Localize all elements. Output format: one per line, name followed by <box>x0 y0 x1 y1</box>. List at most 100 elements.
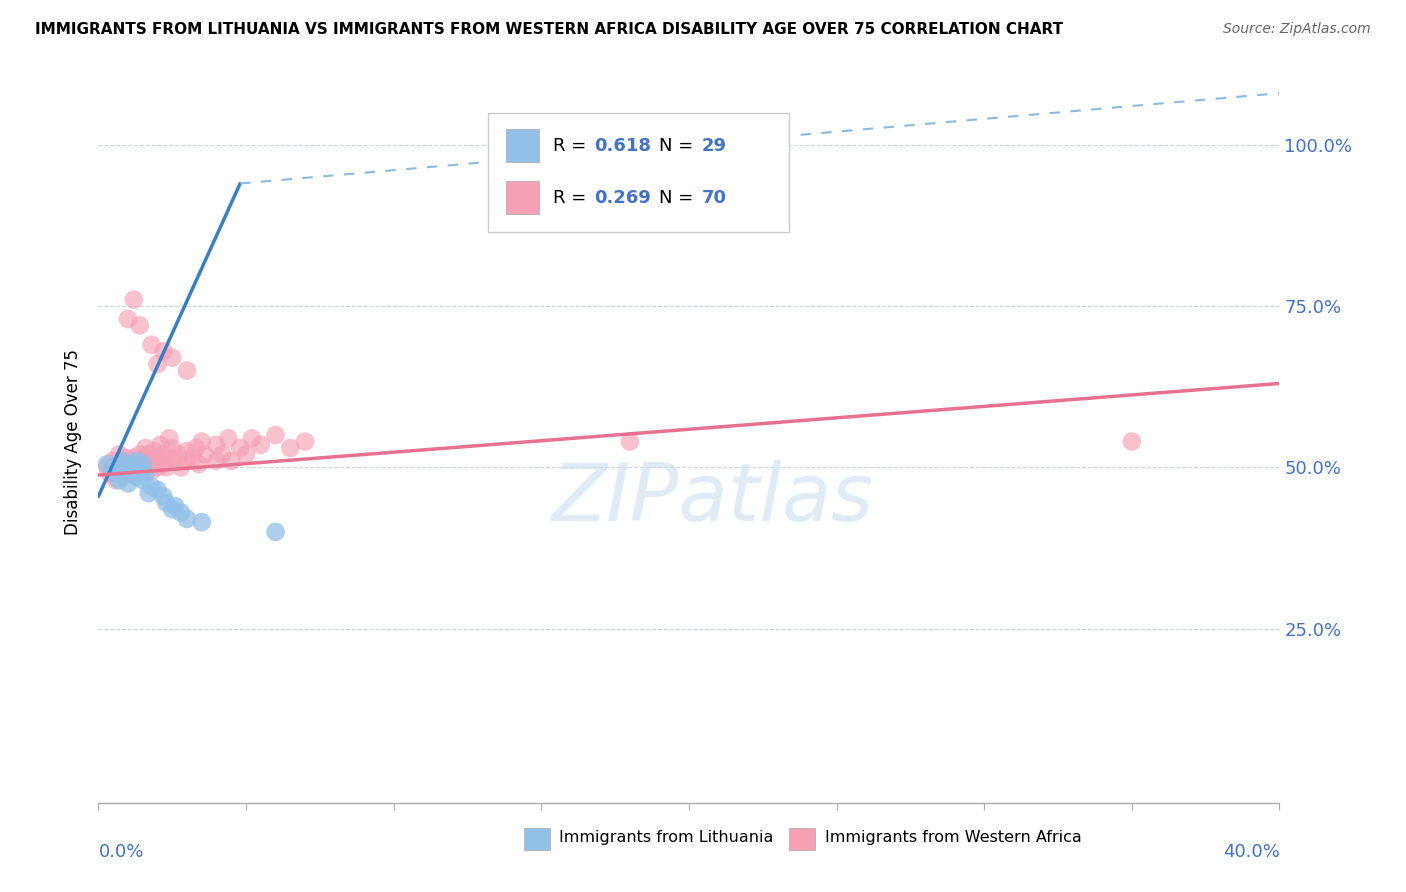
Point <box>162 441 183 455</box>
Point <box>122 460 145 475</box>
Point <box>229 441 252 455</box>
Point <box>117 457 139 471</box>
Point <box>122 293 145 307</box>
Point <box>120 457 142 471</box>
Point <box>191 515 214 529</box>
Point <box>120 454 142 468</box>
Point <box>128 457 150 471</box>
Point <box>96 457 118 471</box>
Point <box>250 438 273 452</box>
Point <box>157 431 180 445</box>
Point <box>138 447 160 461</box>
Y-axis label: Disability Age Over 75: Disability Age Over 75 <box>65 349 83 534</box>
Point <box>165 499 187 513</box>
Point <box>138 486 160 500</box>
Point <box>176 512 198 526</box>
Point <box>120 464 142 478</box>
Point <box>117 467 139 481</box>
Point <box>141 454 163 468</box>
Point <box>162 450 183 465</box>
Point <box>176 444 198 458</box>
Point <box>155 460 177 475</box>
Point <box>111 454 134 468</box>
Point <box>205 438 228 452</box>
Point <box>132 464 155 478</box>
Point <box>146 450 169 465</box>
Point <box>122 450 145 465</box>
Point <box>117 460 139 475</box>
Point <box>146 483 169 497</box>
Point <box>187 457 209 471</box>
Text: 0.618: 0.618 <box>595 137 651 155</box>
Point <box>143 444 166 458</box>
Point <box>114 464 136 478</box>
Text: R =: R = <box>553 137 592 155</box>
Text: IMMIGRANTS FROM LITHUANIA VS IMMIGRANTS FROM WESTERN AFRICA DISABILITY AGE OVER : IMMIGRANTS FROM LITHUANIA VS IMMIGRANTS … <box>35 22 1063 37</box>
Point <box>240 431 263 445</box>
Point <box>103 460 125 475</box>
Point <box>181 450 204 465</box>
FancyBboxPatch shape <box>488 112 789 232</box>
Point <box>191 434 214 449</box>
Point <box>125 470 148 484</box>
Point <box>264 428 287 442</box>
Text: 29: 29 <box>702 137 727 155</box>
Point <box>141 480 163 494</box>
Text: ZIPatlas: ZIPatlas <box>551 460 873 539</box>
Point <box>117 312 139 326</box>
Point <box>96 460 118 475</box>
Point <box>103 454 125 468</box>
Point <box>235 447 257 461</box>
Point <box>117 476 139 491</box>
Point <box>167 447 190 461</box>
Point <box>108 473 131 487</box>
Point <box>170 506 193 520</box>
Point <box>105 473 128 487</box>
Point <box>128 318 150 333</box>
Point <box>155 496 177 510</box>
Point <box>122 460 145 475</box>
Point <box>184 441 207 455</box>
Point <box>176 363 198 377</box>
Text: Immigrants from Western Africa: Immigrants from Western Africa <box>825 830 1081 845</box>
Point <box>132 473 155 487</box>
FancyBboxPatch shape <box>506 181 538 214</box>
Point <box>152 489 174 503</box>
Point <box>132 454 155 468</box>
Point <box>152 457 174 471</box>
Point <box>108 447 131 461</box>
Point <box>135 450 157 465</box>
Point <box>280 441 302 455</box>
Point <box>141 338 163 352</box>
FancyBboxPatch shape <box>506 129 538 162</box>
Text: Source: ZipAtlas.com: Source: ZipAtlas.com <box>1223 22 1371 37</box>
Point <box>146 460 169 475</box>
Point <box>125 467 148 481</box>
Point <box>205 454 228 468</box>
Point <box>165 454 187 468</box>
Point <box>128 464 150 478</box>
Point <box>120 467 142 481</box>
Point <box>149 438 172 452</box>
FancyBboxPatch shape <box>789 828 815 850</box>
Point <box>619 434 641 449</box>
Point <box>114 460 136 475</box>
Point <box>162 351 183 365</box>
Text: Immigrants from Lithuania: Immigrants from Lithuania <box>560 830 773 845</box>
Point <box>152 344 174 359</box>
Point <box>111 464 134 478</box>
FancyBboxPatch shape <box>523 828 550 850</box>
Point <box>125 454 148 468</box>
Text: 40.0%: 40.0% <box>1223 843 1279 861</box>
Text: 0.269: 0.269 <box>595 189 651 207</box>
Text: 70: 70 <box>702 189 727 207</box>
Text: N =: N = <box>659 137 699 155</box>
Point <box>194 447 217 461</box>
Point <box>152 447 174 461</box>
Text: 0.0%: 0.0% <box>98 843 143 861</box>
Point <box>138 460 160 475</box>
Point <box>170 460 193 475</box>
Point <box>135 441 157 455</box>
Point <box>128 447 150 461</box>
Point <box>176 454 198 468</box>
